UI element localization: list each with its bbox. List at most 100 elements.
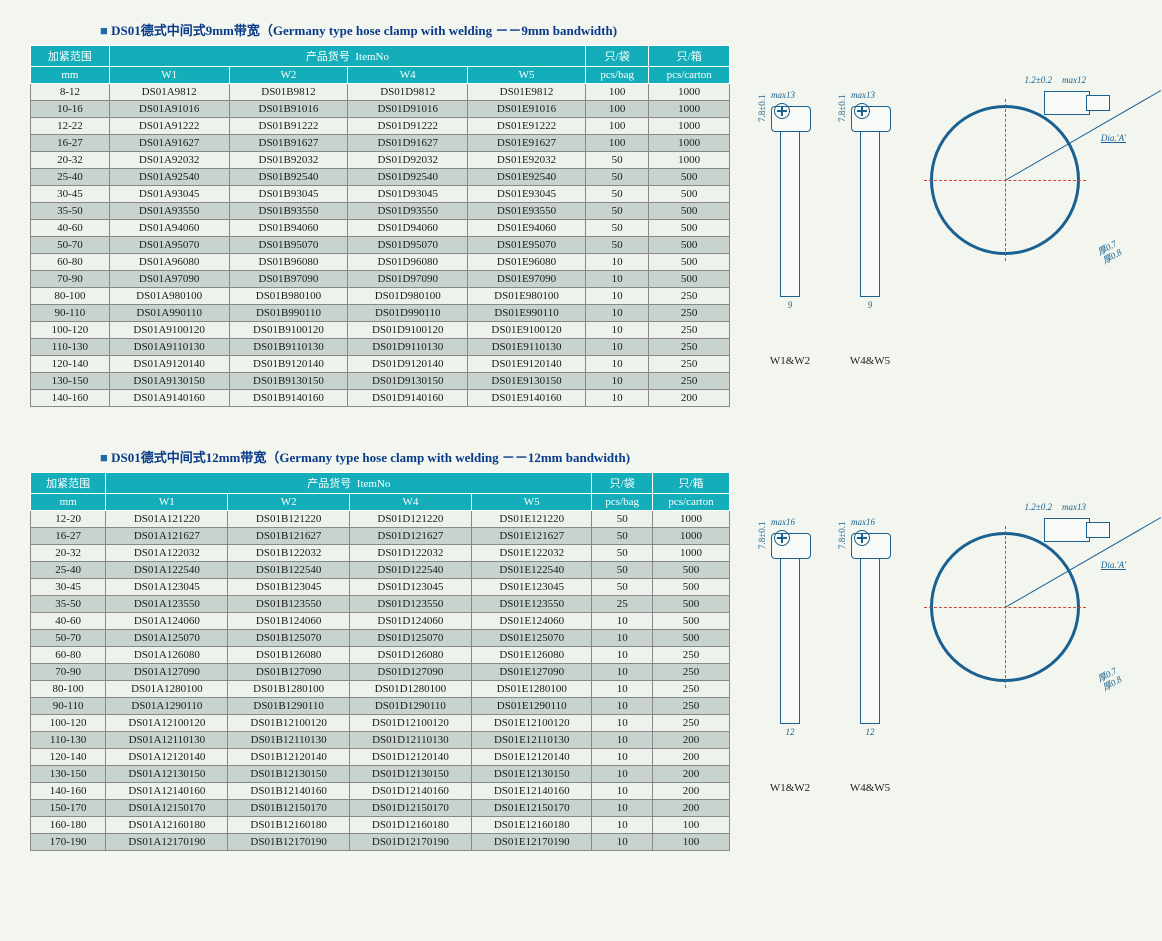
table-cell: DS01B9140160	[229, 390, 348, 407]
table-cell: 70-90	[31, 664, 106, 681]
table-cell: 10	[586, 356, 649, 373]
strip-w1w2: max16 7.8±0.1 12	[780, 542, 800, 724]
table-cell: DS01B1280100	[228, 681, 349, 698]
table-cell: DS01A121220	[106, 511, 228, 528]
table-cell: DS01D92540	[348, 169, 468, 186]
table-cell: 500	[652, 613, 729, 630]
table-cell: DS01B9100120	[229, 322, 348, 339]
table-cell: DS01B12120140	[228, 749, 349, 766]
table-cell: 12-20	[31, 511, 106, 528]
th-bag-cn: 只/袋	[592, 473, 653, 494]
table-cell: DS01E1290110	[471, 698, 591, 715]
th-range-unit: mm	[31, 494, 106, 511]
table-cell: DS01B12130150	[228, 766, 349, 783]
table-cell: 10	[592, 749, 653, 766]
table-cell: 10	[586, 271, 649, 288]
table-cell: 10	[592, 630, 653, 647]
table-cell: 20-32	[31, 152, 110, 169]
table-row: 90-110DS01A990110DS01B990110DS01D990110D…	[31, 305, 730, 322]
th-w4: W4	[348, 67, 468, 84]
table-cell: DS01E95070	[468, 237, 586, 254]
table-cell: DS01E94060	[468, 220, 586, 237]
dim-bottom: 9	[779, 300, 801, 310]
table-cell: DS01B9812	[229, 84, 348, 101]
table-cell: DS01A92540	[109, 169, 229, 186]
table-cell: DS01D122540	[349, 562, 471, 579]
table-row: 30-45DS01A93045DS01B93045DS01D93045DS01E…	[31, 186, 730, 203]
table-cell: 80-100	[31, 288, 110, 305]
th-bag-en: pcs/bag	[586, 67, 649, 84]
dia-label: Dia.'A'	[1101, 560, 1126, 570]
table-cell: DS01A12170190	[106, 834, 228, 851]
table-cell: DS01A9812	[109, 84, 229, 101]
table-cell: 100	[586, 118, 649, 135]
table-cell: DS01D12100120	[349, 715, 471, 732]
table-cell: DS01A9110130	[109, 339, 229, 356]
table-cell: DS01A122540	[106, 562, 228, 579]
table-cell: 25-40	[31, 169, 110, 186]
table-cell: DS01B9110130	[229, 339, 348, 356]
th-bag-en: pcs/bag	[592, 494, 653, 511]
th-carton-en: pcs/carton	[649, 67, 730, 84]
dia-label: Dia.'A'	[1101, 133, 1126, 143]
table-cell: 170-190	[31, 834, 106, 851]
table-cell: 100	[652, 834, 729, 851]
table-cell: 200	[652, 732, 729, 749]
table-cell: DS01B12100120	[228, 715, 349, 732]
table-cell: 250	[649, 373, 730, 390]
table-cell: DS01D121627	[349, 528, 471, 545]
table-cell: DS01E12150170	[471, 800, 591, 817]
section-12mm: DS01德式中间式12mm带宽（Germany type hose clamp …	[20, 447, 1142, 851]
table-cell: DS01D9110130	[348, 339, 468, 356]
table-cell: 200	[649, 390, 730, 407]
clamp-worm	[1086, 522, 1110, 538]
table-row: 130-150DS01A12130150DS01B12130150DS01D12…	[31, 766, 730, 783]
tbody-9mm: 8-12DS01A9812DS01B9812DS01D9812DS01E9812…	[31, 84, 730, 407]
table-cell: DS01B121220	[228, 511, 349, 528]
table-cell: 250	[649, 339, 730, 356]
table-cell: 35-50	[31, 203, 110, 220]
strip-label-left: W1&W2	[755, 355, 825, 367]
table-row: 12-20DS01A121220DS01B121220DS01D121220DS…	[31, 511, 730, 528]
table-cell: DS01D95070	[348, 237, 468, 254]
table-cell: 30-45	[31, 186, 110, 203]
table-cell: DS01E12140160	[471, 783, 591, 800]
table-cell: 70-90	[31, 271, 110, 288]
table-cell: 16-27	[31, 135, 110, 152]
table-row: 16-27DS01A121627DS01B121627DS01D121627DS…	[31, 528, 730, 545]
table-cell: DS01D91016	[348, 101, 468, 118]
clamp-diagram: 1.2±0.2 max13 Dia.'A' 厚0.7 厚0.8	[930, 532, 1080, 682]
clamp-diagram: 1.2±0.2 max12 Dia.'A' 厚0.7 厚0.8	[930, 105, 1080, 255]
table-cell: DS01E127090	[471, 664, 591, 681]
table-cell: 50	[592, 562, 653, 579]
table-cell: DS01D93550	[348, 203, 468, 220]
table-cell: 130-150	[31, 766, 106, 783]
table-cell: 250	[652, 698, 729, 715]
table-row: 60-80DS01A96080DS01B96080DS01D96080DS01E…	[31, 254, 730, 271]
diagram-wrap: max13 7.8±0.1 9 W1&W2 max13 7.8±0.1 9 W4…	[730, 45, 1142, 335]
table-cell: DS01A12140160	[106, 783, 228, 800]
table-cell: 100	[652, 817, 729, 834]
table-row: 120-140DS01A9120140DS01B9120140DS01D9120…	[31, 356, 730, 373]
table-cell: 160-180	[31, 817, 106, 834]
table-cell: DS01B127090	[228, 664, 349, 681]
table-cell: DS01D12110130	[349, 732, 471, 749]
th-range-cn: 加紧范围	[31, 46, 110, 67]
table-row: 140-160DS01A12140160DS01B12140160DS01D12…	[31, 783, 730, 800]
table-cell: 100	[586, 135, 649, 152]
table-row: 25-40DS01A122540DS01B122540DS01D122540DS…	[31, 562, 730, 579]
table-cell: DS01A93045	[109, 186, 229, 203]
content-row: 加紧范围 产品货号 ItemNo 只/袋 只/箱 mm W1 W2 W4 W5	[20, 45, 1142, 407]
table-cell: 200	[652, 783, 729, 800]
table-cell: DS01B121627	[228, 528, 349, 545]
table-cell: 10	[592, 732, 653, 749]
table-cell: DS01B124060	[228, 613, 349, 630]
table-cell: 200	[652, 749, 729, 766]
table-cell: 110-130	[31, 339, 110, 356]
table-row: 140-160DS01A9140160DS01B9140160DS01D9140…	[31, 390, 730, 407]
table-cell: 500	[649, 254, 730, 271]
table-cell: 100	[586, 101, 649, 118]
table-cell: 10	[592, 613, 653, 630]
table-cell: DS01B990110	[229, 305, 348, 322]
table-cell: 500	[649, 169, 730, 186]
